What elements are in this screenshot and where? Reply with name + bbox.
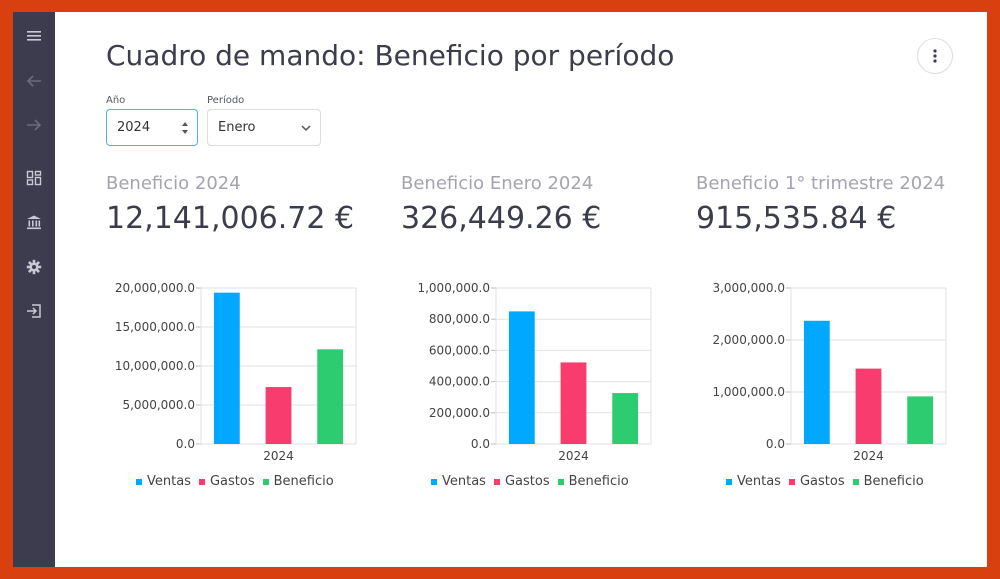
- bar-gastos[interactable]: [265, 387, 292, 444]
- sidebar-item-dashboards[interactable]: [13, 163, 55, 193]
- chart-year: 0.0 5,000,000.0 10,000,000.0 15,000,000.0 20…: [106, 274, 361, 474]
- legend-swatch: [431, 478, 437, 485]
- legend-label: Ventas: [147, 474, 191, 489]
- legend-swatch: [493, 478, 500, 485]
- bar-ventas[interactable]: [213, 292, 240, 444]
- menu-button[interactable]: [13, 21, 55, 51]
- sidebar-item-login[interactable]: [13, 296, 55, 326]
- bar-gastos[interactable]: [560, 362, 587, 444]
- year-input[interactable]: 2024: [106, 109, 198, 146]
- legend-label: Gastos: [209, 474, 255, 489]
- legend-swatch: [198, 478, 205, 485]
- y-tick-label: 1,000,000.0: [417, 281, 490, 295]
- y-tick-label: 400,000.0: [429, 375, 490, 389]
- arrow-forward-icon: [27, 119, 42, 131]
- y-tick-label: 2,000,000.0: [712, 333, 785, 347]
- legend-item-beneficio[interactable]: Beneficio: [262, 474, 334, 489]
- legend-item-ventas[interactable]: Ventas: [136, 474, 191, 489]
- legend-swatch: [262, 478, 269, 485]
- bar-beneficio[interactable]: [317, 349, 344, 444]
- x-tick-label: 2024: [558, 449, 589, 463]
- login-icon: [27, 304, 41, 318]
- bar-gastos[interactable]: [855, 368, 882, 444]
- kpi-label-year: Beneficio 2024: [106, 173, 241, 194]
- y-tick-label: 5,000,000.0: [122, 398, 195, 412]
- kpi-label-month: Beneficio Enero 2024: [401, 173, 594, 194]
- chart-quarter: 0.0 1,000,000.0 2,000,000.0 3,000,000.0 2024: [696, 274, 951, 474]
- period-value: Enero: [218, 120, 256, 135]
- legend-swatch: [136, 478, 142, 485]
- chart-month-legend: Ventas Gastos Beneficio: [431, 474, 629, 489]
- main-content: Cuadro de mando: Beneficio por período A…: [55, 12, 987, 567]
- chart-month: 0.0 200,000.0 400,000.0 600,000.0 800,000.0 1…: [401, 274, 656, 474]
- y-tick-label: 600,000.0: [429, 343, 490, 357]
- kpi-label-quarter: Beneficio 1° trimestre 2024: [696, 173, 946, 194]
- bank-icon: [27, 215, 41, 230]
- chevron-down-icon: [301, 125, 311, 132]
- legend-item-beneficio[interactable]: Beneficio: [852, 474, 924, 489]
- y-tick-label: 800,000.0: [429, 312, 490, 326]
- legend-label: Gastos: [504, 474, 550, 489]
- bar-beneficio[interactable]: [907, 396, 934, 444]
- chart-year-svg: 0.0 5,000,000.0 10,000,000.0 15,000,000.0 20…: [115, 281, 357, 463]
- period-select[interactable]: Enero: [207, 109, 321, 146]
- year-value: 2024: [117, 120, 151, 135]
- chart-quarter-legend: Ventas Gastos Beneficio: [726, 474, 924, 489]
- sidebar: [13, 12, 55, 567]
- y-tick-label: 20,000,000.0: [115, 281, 195, 295]
- legend-item-gastos[interactable]: Gastos: [198, 474, 255, 489]
- more-vert-icon: [933, 49, 937, 63]
- y-tick-label: 0.0: [176, 437, 195, 451]
- spinner-icon[interactable]: [181, 119, 189, 137]
- y-tick-label: 15,000,000.0: [115, 320, 195, 334]
- kpi-value-month: 326,449.26 €: [401, 201, 602, 236]
- legend-item-ventas[interactable]: Ventas: [726, 474, 781, 489]
- y-tick-label: 1,000,000.0: [712, 385, 785, 399]
- dashboard-icon: [26, 170, 42, 186]
- sidebar-item-settings[interactable]: [13, 252, 55, 282]
- legend-label: Gastos: [799, 474, 845, 489]
- y-tick-label: 0.0: [471, 437, 490, 451]
- y-tick-label: 0.0: [766, 437, 785, 451]
- legend-item-gastos[interactable]: Gastos: [788, 474, 845, 489]
- x-tick-label: 2024: [853, 449, 884, 463]
- legend-item-ventas[interactable]: Ventas: [431, 474, 486, 489]
- chart-quarter-svg: 0.0 1,000,000.0 2,000,000.0 3,000,000.0 2024: [712, 281, 947, 463]
- legend-swatch: [852, 478, 859, 485]
- legend-swatch: [726, 478, 732, 485]
- legend-item-beneficio[interactable]: Beneficio: [557, 474, 629, 489]
- more-options-button[interactable]: [917, 38, 953, 74]
- y-tick-label: 3,000,000.0: [712, 281, 785, 295]
- app-window: Cuadro de mando: Beneficio por período A…: [13, 12, 987, 567]
- year-label: Año: [106, 95, 126, 106]
- gear-icon: [26, 259, 42, 275]
- bar-ventas[interactable]: [508, 311, 535, 444]
- y-tick-label: 200,000.0: [429, 406, 490, 420]
- legend-swatch: [788, 478, 795, 485]
- y-tick-label: 10,000,000.0: [115, 359, 195, 373]
- legend-label: Ventas: [737, 474, 781, 489]
- kpi-value-year: 12,141,006.72 €: [106, 201, 355, 236]
- chart-month-svg: 0.0 200,000.0 400,000.0 600,000.0 800,000.0 1…: [417, 281, 652, 463]
- legend-item-gastos[interactable]: Gastos: [493, 474, 550, 489]
- legend-label: Ventas: [442, 474, 486, 489]
- period-label: Período: [207, 95, 245, 106]
- chart-year-legend: Ventas Gastos Beneficio: [136, 474, 334, 489]
- menu-icon: [27, 31, 41, 41]
- x-tick-label: 2024: [263, 449, 294, 463]
- page-title: Cuadro de mando: Beneficio por período: [106, 39, 675, 72]
- kpi-value-quarter: 915,535.84 €: [696, 201, 897, 236]
- bar-beneficio[interactable]: [612, 393, 639, 444]
- bar-ventas[interactable]: [803, 320, 830, 444]
- legend-swatch: [557, 478, 564, 485]
- arrow-back-icon: [26, 75, 41, 87]
- legend-label: Beneficio: [863, 474, 924, 489]
- back-button[interactable]: [13, 66, 55, 96]
- legend-label: Beneficio: [568, 474, 629, 489]
- legend-label: Beneficio: [273, 474, 334, 489]
- forward-button[interactable]: [13, 110, 55, 140]
- sidebar-item-bank[interactable]: [13, 207, 55, 237]
